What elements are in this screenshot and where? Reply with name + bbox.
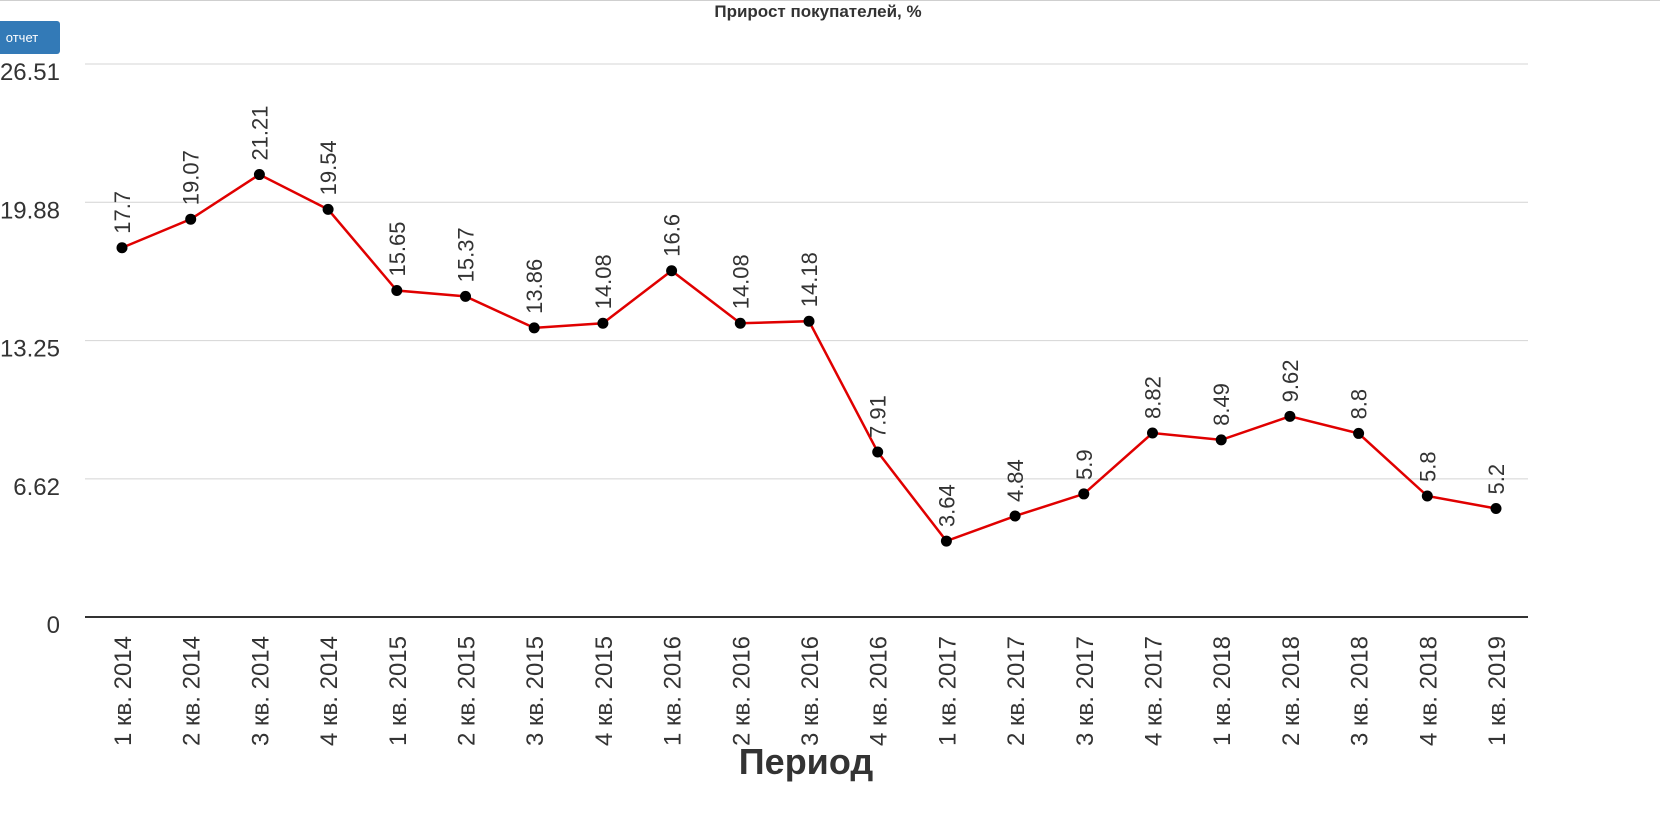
data-label: 7.91 [866,395,891,438]
data-label: 15.65 [385,221,410,276]
data-point [528,322,540,334]
x-tick-label: 3 кв. 2017 [1072,636,1099,746]
data-label: 14.08 [728,254,753,309]
data-label: 19.07 [179,150,204,205]
data-point [185,213,197,225]
x-tick-label: 2 кв. 2014 [179,636,206,746]
x-tick-label: 4 кв. 2017 [1141,636,1168,746]
x-tick-label: 1 кв. 2014 [110,636,137,746]
y-tick-label: 0 [47,612,60,639]
data-label: 8.8 [1347,389,1372,420]
data-point [1284,410,1296,422]
data-point [734,317,746,329]
data-point [1353,427,1365,439]
data-label: 5.2 [1484,464,1509,495]
data-label: 8.82 [1141,376,1166,419]
x-tick-label: 4 кв. 2016 [866,636,893,746]
data-label: 21.21 [247,105,272,160]
data-point [253,169,265,181]
x-tick-label: 4 кв. 2014 [316,636,343,746]
data-point [1078,488,1090,500]
data-point [322,203,334,215]
x-tick-label: 2 кв. 2018 [1278,636,1305,746]
data-point [1490,503,1502,515]
data-point [597,317,609,329]
data-point [666,265,678,277]
data-label: 8.49 [1209,383,1234,426]
data-point [803,315,815,327]
data-point [116,242,128,254]
data-point [1147,427,1158,439]
data-point [1009,510,1021,522]
data-label: 17.7 [110,191,135,234]
data-label: 9.62 [1278,359,1303,402]
x-tick-label: 3 кв. 2016 [797,636,824,746]
data-labels: 17.7 19.07 21.21 19.54 15.65 15.37 13.86 14.08 1… [110,105,1509,527]
data-label: 14.08 [591,254,616,309]
x-tick-label: 3 кв. 2015 [522,636,549,746]
x-axis-ticks: 1 кв. 2014 2 кв. 2014 3 кв. 2014 4 кв. 2014… [110,636,1511,746]
x-tick-label: 2 кв. 2016 [728,636,755,746]
y-tick-label: 6.62 [13,474,60,501]
data-label: 19.54 [316,140,341,195]
x-tick-label: 1 кв. 2015 [385,636,412,746]
series-group [116,169,1502,547]
data-label: 4.84 [1003,459,1028,502]
data-label: 5.9 [1072,449,1097,480]
data-point [1215,434,1227,446]
data-label: 5.8 [1415,451,1440,482]
data-label: 15.37 [454,227,479,282]
grid-lines [85,63,1528,618]
chart-title: Прирост покупателей, % [714,2,921,21]
y-tick-label: 13.25 [0,336,60,363]
x-tick-label: 4 кв. 2018 [1415,636,1442,746]
x-tick-label: 3 кв. 2014 [247,636,274,746]
data-point [391,285,403,297]
top-border [0,0,1660,1]
data-label: 3.64 [934,484,959,527]
data-label: 14.18 [797,252,822,307]
y-axis-ticks: 0 6.62 13.25 19.88 26.51 [0,59,60,639]
x-tick-label: 2 кв. 2015 [454,636,481,746]
x-tick-label: 1 кв. 2019 [1484,636,1511,746]
y-tick-label: 19.88 [0,197,60,224]
data-point [872,446,884,458]
data-point [460,290,471,302]
x-tick-label: 1 кв. 2018 [1209,636,1236,746]
data-point [940,535,952,547]
data-label: 13.86 [522,259,547,314]
data-label: 16.6 [660,214,685,257]
x-tick-label: 2 кв. 2017 [1003,636,1030,746]
report-button[interactable]: отчет [0,21,60,54]
series-line [121,173,1497,543]
x-axis-title: Период [739,741,874,782]
x-tick-label: 1 кв. 2017 [934,636,961,746]
x-tick-label: 1 кв. 2016 [660,636,687,746]
x-tick-label: 4 кв. 2015 [591,636,618,746]
y-tick-label: 26.51 [0,59,60,86]
data-point [1421,490,1433,502]
x-tick-label: 3 кв. 2018 [1347,636,1374,746]
